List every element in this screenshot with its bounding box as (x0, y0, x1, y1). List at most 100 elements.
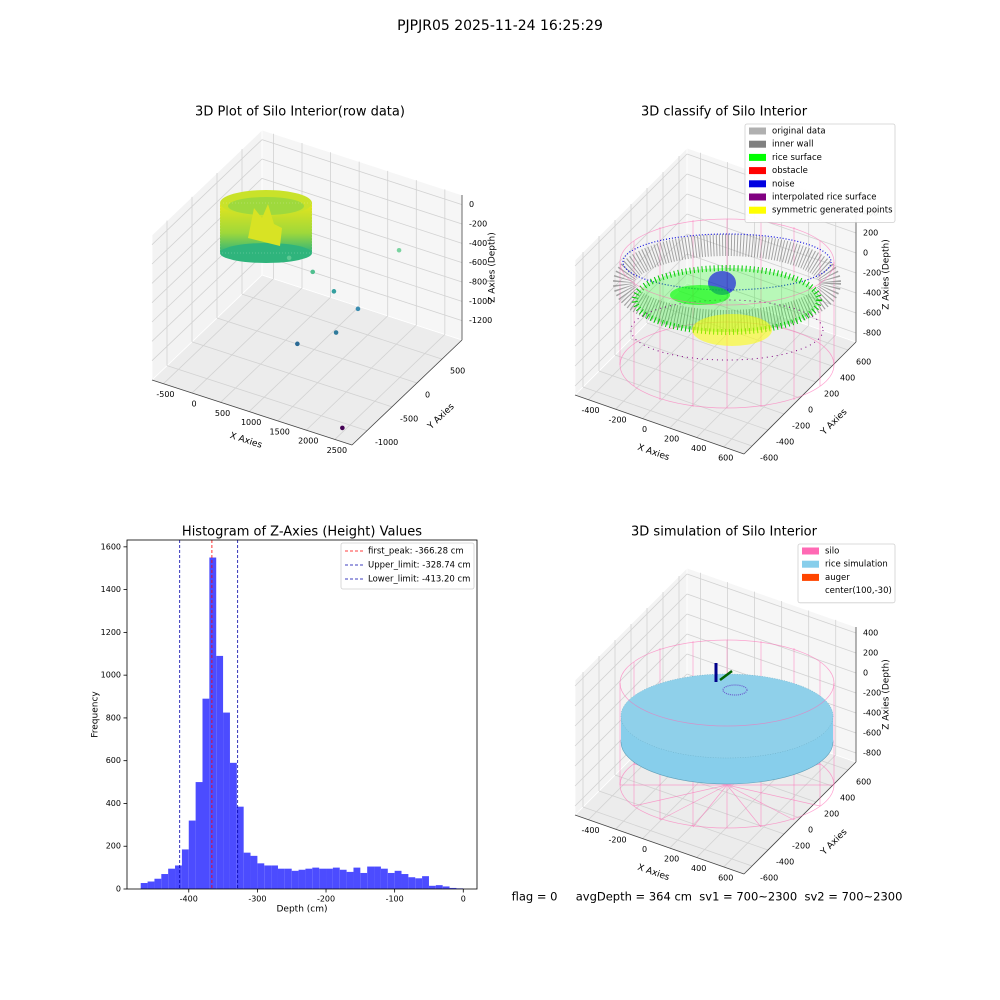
legend-label: original data (772, 127, 826, 137)
grid-line (220, 296, 331, 403)
grid-line (151, 255, 263, 361)
x-tick-label: 1000 (241, 418, 261, 427)
grid-line (574, 613, 688, 727)
bar (284, 868, 292, 889)
y-tick-label: 0 (425, 390, 430, 399)
grid-line (574, 193, 688, 307)
z-tick-label: -800 (469, 278, 487, 287)
grid-line (151, 139, 263, 245)
y-tick-label: 200 (824, 390, 839, 399)
x-tick-label: -200 (317, 895, 335, 904)
x-tick-label: 200 (664, 855, 679, 864)
classify-cloud (613, 218, 841, 409)
point (396, 247, 402, 253)
z-tick-label: -800 (863, 749, 881, 758)
bar (298, 869, 306, 889)
y-tick-label: 600 (856, 358, 871, 367)
grid-line (574, 273, 688, 387)
grid-line (686, 253, 857, 314)
z-tick-label: -1000 (469, 297, 492, 306)
grid-line (334, 334, 446, 440)
bar (181, 849, 189, 889)
legend-label: rice simulation (825, 560, 888, 570)
z-tick-label: 200 (863, 229, 878, 238)
z-tick-label: -400 (863, 709, 881, 718)
simulation (619, 639, 835, 829)
x-tick-label: 600 (718, 873, 733, 882)
legend-swatch (749, 193, 766, 201)
y-tick-label: 1400 (101, 585, 121, 594)
bar (243, 852, 251, 889)
chart-title: 3D classify of Silo Interior (641, 105, 808, 120)
bar (387, 872, 395, 889)
legend-swatch (749, 167, 766, 175)
x-tick-label: 600 (718, 453, 733, 462)
y-axis-label: Y Axies (425, 402, 456, 433)
grid-line (614, 354, 785, 415)
grid-line (574, 153, 688, 267)
legend-swatch (749, 153, 766, 161)
x-tick-label: 400 (691, 444, 706, 453)
grid-line (574, 253, 688, 367)
y-tick-label: -600 (760, 874, 778, 883)
grid-line (261, 255, 463, 322)
bar (188, 820, 196, 889)
bar (415, 878, 423, 889)
x-axis-label: X Axies (636, 443, 671, 463)
z-axis-label: Z Axies (Depth) (882, 239, 892, 310)
bar (140, 883, 148, 889)
z-tick-label: -800 (863, 329, 881, 338)
x-tick-label: 0 (461, 895, 466, 904)
bar (195, 782, 203, 889)
x-tick-label: 0 (642, 425, 647, 434)
z-tick-label: -200 (469, 220, 487, 229)
x-tick-label: 2000 (298, 437, 318, 446)
legend-label: noise (772, 179, 795, 189)
bar (271, 865, 278, 889)
bar (154, 878, 162, 889)
bar (257, 863, 265, 889)
bar (380, 868, 388, 889)
y-tick-label: 500 (450, 367, 465, 376)
z-axis-label: Z Axies (Depth) (488, 232, 498, 303)
grid-line (306, 324, 417, 431)
bar (168, 868, 176, 889)
bar (229, 762, 237, 889)
bar (264, 865, 272, 889)
point (340, 425, 345, 431)
y-axis-label: Y Axies (819, 407, 850, 438)
bar (346, 871, 354, 889)
bar (161, 874, 169, 889)
grid-line (574, 573, 688, 687)
y-tick-label: 0 (808, 406, 813, 415)
y-tick-label: 200 (824, 810, 839, 819)
grid-line (261, 139, 463, 206)
bar (312, 867, 320, 889)
x-tick-label: -200 (608, 416, 626, 425)
x-tick-label: 0 (642, 845, 647, 854)
point (355, 306, 361, 312)
grid-line (646, 322, 817, 383)
z-tick-label: 0 (469, 200, 474, 209)
y-tick-label: 800 (106, 713, 121, 722)
z-tick-label: -600 (863, 729, 881, 738)
grid-line (630, 338, 801, 399)
x-tick-label: 500 (215, 409, 230, 418)
chart-title: 3D Plot of Silo Interior(row data) (195, 105, 405, 120)
z-tick-label: -1200 (469, 316, 492, 325)
y-tick-label: 600 (106, 756, 121, 765)
legend-swatch (802, 573, 819, 581)
legend-label: Upper_limit: -328.74 cm (368, 561, 471, 571)
z-tick-label: 0 (863, 669, 868, 678)
z-tick-label: -200 (863, 269, 881, 278)
bar (216, 655, 224, 889)
point (286, 255, 292, 261)
grid-line (163, 278, 274, 385)
y-tick-label: -200 (792, 842, 810, 851)
legend-label: center(100,-30) (825, 586, 892, 596)
z-tick-label: -200 (863, 689, 881, 698)
x-tick-label: 0 (191, 400, 196, 409)
bar (394, 870, 402, 889)
bar (408, 877, 416, 889)
